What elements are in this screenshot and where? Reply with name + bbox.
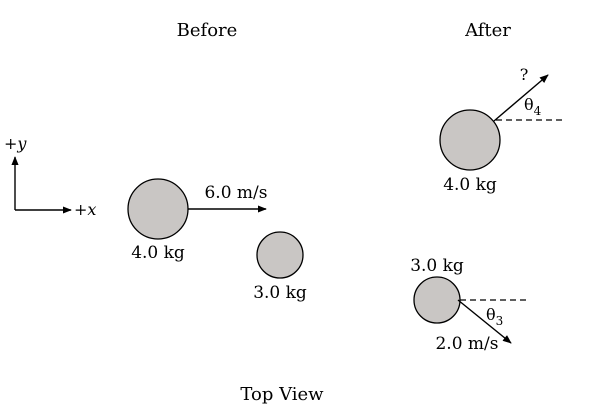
after-large-velocity-label: ? <box>520 65 529 84</box>
after-large-ball <box>439 109 501 171</box>
after-small-ball <box>413 276 461 324</box>
before-large-mass-label: 4.0 kg <box>131 243 185 263</box>
after-small-velocity-arrow <box>457 299 512 344</box>
after-large-mass-label: 4.0 kg <box>443 175 497 195</box>
after-large-ball-group: ? θ4 4.0 kg <box>439 65 562 195</box>
x-axis-label: +x <box>74 200 96 219</box>
y-axis-label: +y <box>4 134 27 153</box>
after-large-velocity-arrow <box>493 74 549 122</box>
after-small-angle-label: θ3 <box>486 305 503 328</box>
before-small-ball-group: 3.0 kg <box>253 231 307 303</box>
after-large-angle-label: θ4 <box>524 95 542 118</box>
top-view-caption: Top View <box>240 384 324 405</box>
before-small-ball <box>256 231 304 279</box>
before-heading: Before <box>177 20 238 41</box>
after-heading: After <box>464 20 511 41</box>
after-small-velocity-label: 2.0 m/s <box>435 334 498 354</box>
after-small-ball-group: 3.0 kg θ3 2.0 m/s <box>410 256 528 354</box>
before-large-ball <box>127 178 189 240</box>
before-large-velocity-label: 6.0 m/s <box>204 183 267 203</box>
before-small-mass-label: 3.0 kg <box>253 283 307 303</box>
after-small-mass-label: 3.0 kg <box>410 256 464 276</box>
coordinate-axes: +y +x <box>4 134 96 219</box>
before-large-ball-group: 6.0 m/s 4.0 kg <box>127 178 268 263</box>
